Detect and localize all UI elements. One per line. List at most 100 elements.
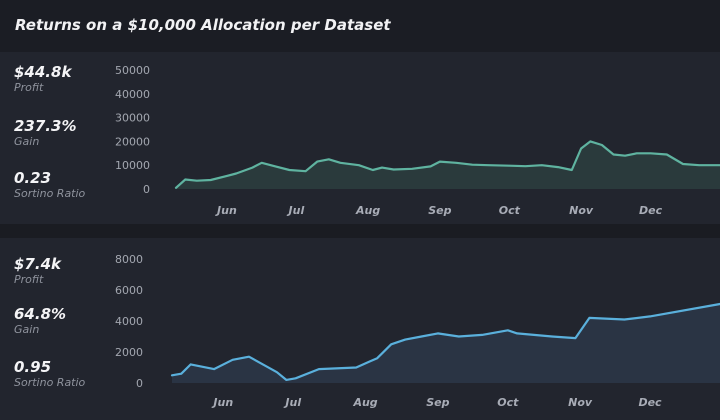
gain-value: 64.8% bbox=[14, 305, 67, 323]
gain-label: Gain bbox=[14, 135, 40, 148]
data-point bbox=[437, 332, 439, 334]
data-point bbox=[316, 161, 318, 163]
data-point bbox=[516, 332, 518, 334]
data-point bbox=[390, 343, 392, 345]
data-point bbox=[288, 169, 290, 171]
data-point bbox=[580, 147, 582, 149]
data-point bbox=[184, 178, 186, 180]
returns-chart-1: 0 10000 20000 30000 40000 50000 Jun Jul Aug Sep Oc… bbox=[115, 64, 720, 217]
y-tick-label: 4000 bbox=[115, 315, 143, 328]
y-tick-label: 50000 bbox=[115, 64, 150, 77]
x-tick-label: Jun bbox=[211, 396, 233, 409]
data-point bbox=[487, 164, 489, 166]
data-point bbox=[636, 152, 638, 154]
y-tick-label: 8000 bbox=[115, 253, 143, 266]
returns-chart-2: 0 2000 4000 6000 8000 Jun Jul Aug Sep Oct Nov Dec bbox=[115, 253, 720, 409]
x-tick-label: Sep bbox=[428, 204, 451, 217]
x-tick-label: Aug bbox=[352, 396, 377, 409]
data-point bbox=[601, 144, 603, 146]
data-point bbox=[393, 168, 395, 170]
y-tick-label: 2000 bbox=[115, 346, 143, 359]
data-point bbox=[420, 335, 422, 337]
y-tick-label: 10000 bbox=[115, 159, 150, 172]
x-tick-label: Nov bbox=[568, 396, 593, 409]
data-point bbox=[557, 166, 559, 168]
data-point bbox=[276, 371, 278, 373]
data-point bbox=[213, 368, 215, 370]
sortino-label: Sortino Ratio bbox=[14, 187, 86, 200]
data-point bbox=[274, 165, 276, 167]
x-tick-label: Sep bbox=[426, 396, 449, 409]
data-point bbox=[574, 337, 576, 339]
y-tick-label: 40000 bbox=[115, 88, 150, 101]
gain-value: 237.3% bbox=[14, 117, 77, 135]
data-point bbox=[455, 162, 457, 164]
dataset-panel-1: $44.8k Profit 237.3% Gain 0.23 Sortino R… bbox=[0, 52, 720, 224]
x-tick-label: Aug bbox=[355, 204, 380, 217]
sortino-value: 0.23 bbox=[14, 169, 52, 187]
data-point bbox=[624, 155, 626, 157]
data-point bbox=[404, 339, 406, 341]
data-point bbox=[262, 363, 264, 365]
x-tick-label: Oct bbox=[497, 396, 519, 409]
data-point bbox=[508, 165, 510, 167]
y-tick-label: 20000 bbox=[115, 135, 150, 148]
y-tick-label: 30000 bbox=[115, 112, 150, 125]
data-point bbox=[588, 317, 590, 319]
series-line bbox=[174, 140, 720, 189]
data-point bbox=[551, 335, 553, 337]
x-tick-label: Dec bbox=[638, 396, 662, 409]
data-point bbox=[376, 357, 378, 359]
series-line bbox=[170, 302, 720, 381]
data-point bbox=[248, 356, 250, 358]
data-point bbox=[571, 169, 573, 171]
data-point bbox=[698, 164, 700, 166]
data-point bbox=[649, 315, 651, 317]
data-point bbox=[612, 153, 614, 155]
y-tick-label: 0 bbox=[143, 183, 150, 196]
data-point bbox=[458, 335, 460, 337]
profit-stat: $44.8k Profit bbox=[14, 64, 71, 95]
data-point bbox=[430, 165, 432, 167]
data-point bbox=[210, 179, 212, 181]
data-point bbox=[589, 140, 591, 142]
data-point bbox=[235, 172, 237, 174]
data-point bbox=[305, 170, 307, 172]
data-point bbox=[471, 164, 473, 166]
data-point bbox=[251, 167, 253, 169]
profit-label: Profit bbox=[14, 81, 44, 94]
x-tick-label: Jun bbox=[215, 204, 237, 217]
data-point bbox=[339, 162, 341, 164]
data-point bbox=[682, 163, 684, 165]
data-point bbox=[372, 169, 374, 171]
data-point bbox=[524, 165, 526, 167]
panel-divider bbox=[0, 224, 720, 238]
profit-value: $7.4k bbox=[14, 255, 61, 273]
gain-stat: 64.8% Gain bbox=[14, 306, 66, 337]
gain-label: Gain bbox=[14, 323, 40, 336]
x-tick-label: Dec bbox=[639, 204, 663, 217]
data-point bbox=[355, 366, 357, 368]
sortino-stat: 0.95 Sortino Ratio bbox=[14, 359, 85, 390]
data-point bbox=[439, 161, 441, 163]
page-title: Returns on a $10,000 Allocation per Data… bbox=[15, 16, 391, 34]
data-point bbox=[507, 329, 509, 331]
data-point bbox=[261, 162, 263, 164]
data-point bbox=[369, 360, 371, 362]
x-tick-label: Jul bbox=[287, 204, 305, 217]
gain-stat: 237.3% Gain bbox=[14, 118, 76, 149]
data-point bbox=[171, 374, 173, 376]
data-point bbox=[666, 153, 668, 155]
data-point bbox=[285, 379, 287, 381]
profit-stat: $7.4k Profit bbox=[14, 256, 61, 287]
y-tick-label: 0 bbox=[136, 377, 143, 390]
data-point bbox=[295, 377, 297, 379]
header-bar: Returns on a $10,000 Allocation per Data… bbox=[0, 0, 720, 52]
data-point bbox=[541, 164, 543, 166]
x-tick-label: Jul bbox=[283, 396, 301, 409]
data-point bbox=[358, 164, 360, 166]
data-point bbox=[623, 318, 625, 320]
data-point bbox=[328, 158, 330, 160]
profit-label: Profit bbox=[14, 273, 44, 286]
data-point bbox=[481, 334, 483, 336]
